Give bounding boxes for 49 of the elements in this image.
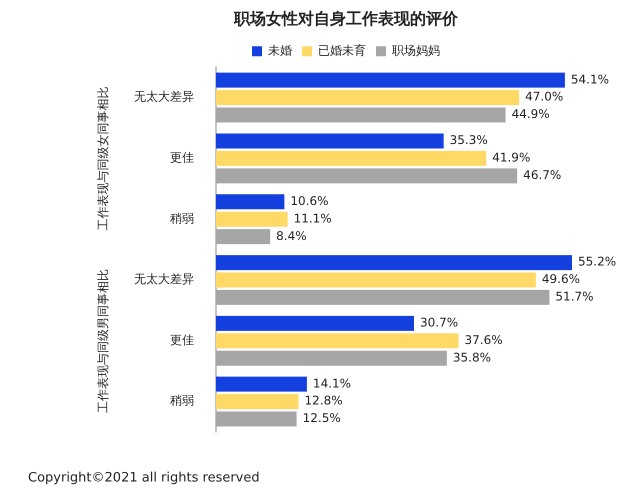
text: 工作表现与同级女同事相比 — [96, 86, 110, 230]
text: Copyright©2021 all rights reserved — [28, 470, 260, 486]
data-label: 35.8% — [452, 350, 492, 364]
data-label: 8.4% — [276, 228, 307, 243]
bar — [216, 72, 565, 88]
data-label: 49.6% — [542, 272, 580, 286]
data-label: 11.1% — [294, 211, 332, 226]
bar — [216, 168, 518, 184]
data-label: 51.7% — [555, 290, 594, 304]
data-label: 14.1% — [312, 376, 352, 390]
text: 工作表现与同级男同事相比 — [96, 268, 110, 413]
bar — [216, 229, 270, 244]
data-label: 41.9% — [492, 150, 530, 165]
y-tick-label: 稍弱 — [170, 211, 194, 226]
bar — [216, 90, 520, 106]
bar — [216, 150, 486, 166]
data-label: 12.5% — [302, 411, 341, 426]
bar — [216, 108, 506, 123]
data-label: 12.8% — [304, 394, 343, 408]
data-label: 37.6% — [464, 332, 503, 347]
data-label: 30.7% — [420, 315, 458, 330]
data-label: 54.1% — [570, 72, 610, 86]
bar — [216, 376, 307, 392]
bar — [216, 255, 572, 270]
bar — [216, 394, 299, 410]
data-label: 44.9% — [512, 107, 550, 122]
data-label: 55.2% — [578, 254, 616, 269]
legend-label: 职场妈妈 — [392, 43, 440, 58]
chart-title: 职场女性对自身工作表现的评价 — [233, 8, 459, 28]
bar — [216, 272, 536, 288]
bar — [216, 412, 297, 427]
bar — [216, 212, 288, 227]
bar — [216, 333, 458, 348]
y-tick-label: 更佳 — [170, 150, 194, 165]
legend-label: 未婚 — [268, 43, 292, 58]
bar — [216, 316, 414, 331]
y-tick-label: 无太大差异 — [134, 272, 194, 286]
y-tick-label: 稍弱 — [170, 394, 194, 408]
bar — [216, 350, 447, 366]
bar — [216, 290, 550, 305]
data-label: 47.0% — [525, 90, 564, 104]
bar — [216, 133, 444, 148]
legend-label: 已婚未育 — [318, 43, 366, 58]
data-label: 10.6% — [290, 194, 328, 208]
bar — [216, 194, 284, 210]
y-tick-label: 无太大差异 — [134, 90, 194, 104]
data-label: 35.3% — [450, 133, 488, 148]
data-label: 46.7% — [523, 168, 562, 182]
y-tick-label: 更佳 — [170, 332, 194, 347]
